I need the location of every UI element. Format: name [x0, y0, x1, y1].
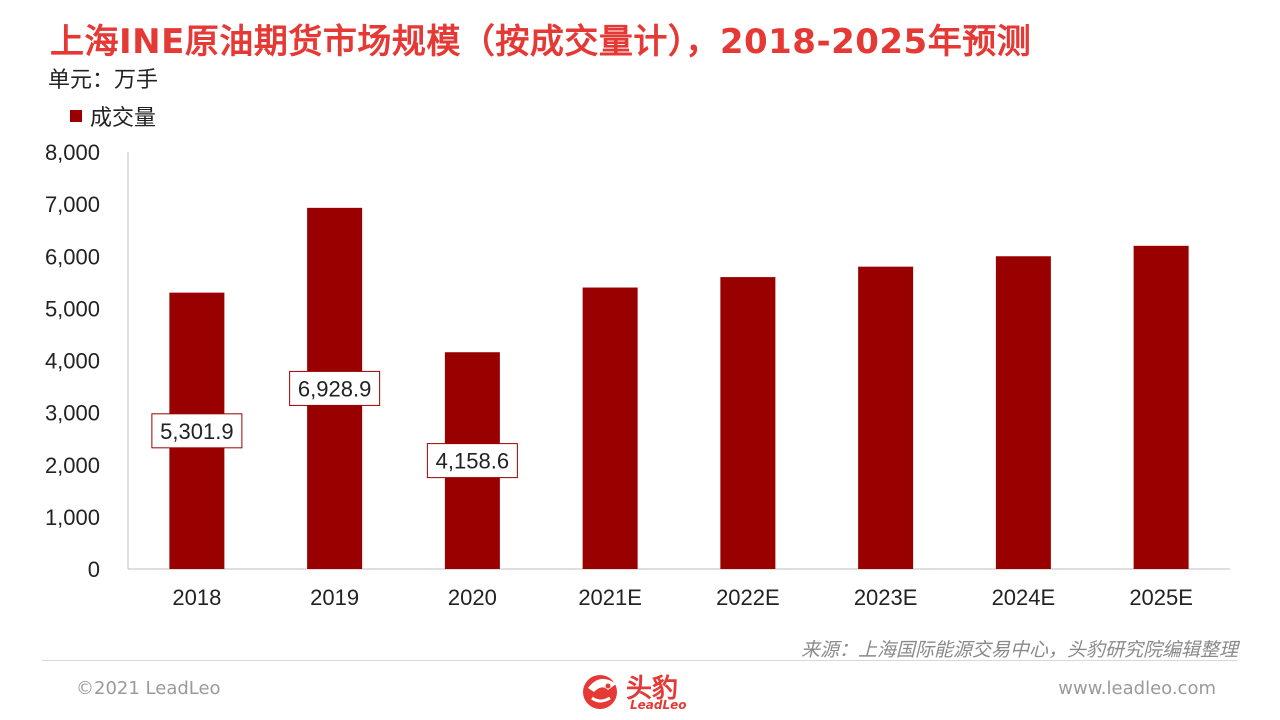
y-tick-label: 3,000 — [45, 401, 100, 426]
x-tick-label: 2020 — [448, 585, 497, 610]
x-tick-label: 2025E — [1129, 585, 1193, 610]
bar — [1133, 245, 1189, 569]
chart-legend: 成交量 — [70, 100, 156, 132]
page-title: 上海INE原油期货市场规模（按成交量计），2018-2025年预测 — [50, 22, 1032, 62]
y-tick-label: 2,000 — [45, 453, 100, 478]
unit-label: 单元：万手 — [48, 68, 159, 93]
y-tick-label: 8,000 — [45, 140, 100, 165]
x-tick-label: 2019 — [310, 585, 359, 610]
data-label: 5,301.9 — [160, 419, 233, 444]
x-tick-label: 2021E — [578, 585, 642, 610]
x-tick-label: 2018 — [172, 585, 221, 610]
legend-swatch — [70, 110, 82, 122]
bar — [582, 287, 638, 569]
bar — [995, 256, 1051, 569]
website-text: www.leadleo.com — [1058, 678, 1216, 699]
y-tick-label: 4,000 — [45, 349, 100, 374]
bar — [858, 266, 914, 569]
bar — [720, 277, 776, 569]
x-tick-label: 2022E — [716, 585, 780, 610]
leopard-icon — [583, 675, 617, 709]
data-label: 4,158.6 — [436, 449, 509, 474]
leadleo-logo: 头豹 LeadLeo — [578, 664, 708, 718]
y-tick-label: 0 — [88, 557, 100, 582]
footer-divider — [42, 660, 1238, 661]
y-tick-label: 7,000 — [45, 192, 100, 217]
x-tick-label: 2023E — [854, 585, 918, 610]
y-tick-label: 6,000 — [45, 244, 100, 269]
copyright-text: ©2021 LeadLeo — [76, 678, 221, 699]
x-tick-label: 2024E — [992, 585, 1056, 610]
data-label-box — [426, 443, 518, 479]
source-note: 来源：上海国际能源交易中心，头豹研究院编辑整理 — [800, 639, 1238, 661]
y-tick-label: 5,000 — [45, 296, 100, 321]
data-label-box — [151, 413, 243, 449]
logo-text: 头豹 — [626, 674, 679, 704]
logo-subtext: LeadLeo — [630, 698, 687, 712]
data-label: 6,928.9 — [298, 376, 371, 401]
y-tick-label: 1,000 — [45, 505, 100, 530]
data-label-box — [289, 370, 381, 406]
legend-label: 成交量 — [90, 106, 157, 131]
